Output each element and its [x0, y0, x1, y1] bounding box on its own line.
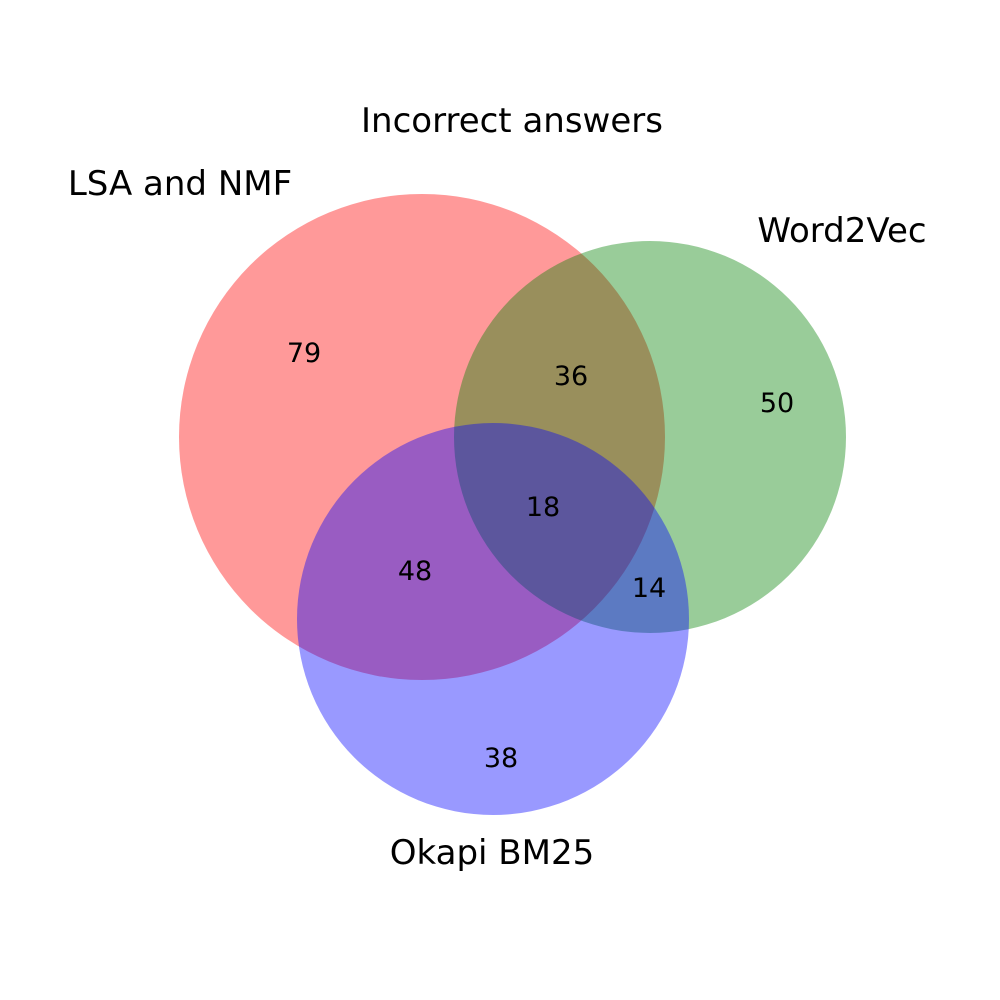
region-label-lsa-okapi: 48: [398, 556, 432, 587]
set-label-okapi-bm25: Okapi BM25: [390, 833, 594, 873]
set-circle-okapi-bm25: [297, 423, 689, 815]
set-circle-lsa-nmf: [179, 194, 665, 680]
set-label-lsa-nmf: LSA and NMF: [68, 164, 292, 204]
set-label-word2vec: Word2Vec: [757, 211, 926, 251]
chart-title: Incorrect answers: [361, 101, 663, 141]
region-label-all-three: 18: [526, 492, 560, 523]
region-label-word2vec-okapi: 14: [632, 573, 666, 604]
region-label-word2vec-only: 50: [760, 388, 794, 419]
region-label-okapi-only: 38: [484, 743, 518, 774]
region-label-lsa-only: 79: [287, 338, 321, 369]
set-circle-word2vec: [454, 241, 846, 633]
region-label-lsa-word2vec: 36: [554, 361, 588, 392]
